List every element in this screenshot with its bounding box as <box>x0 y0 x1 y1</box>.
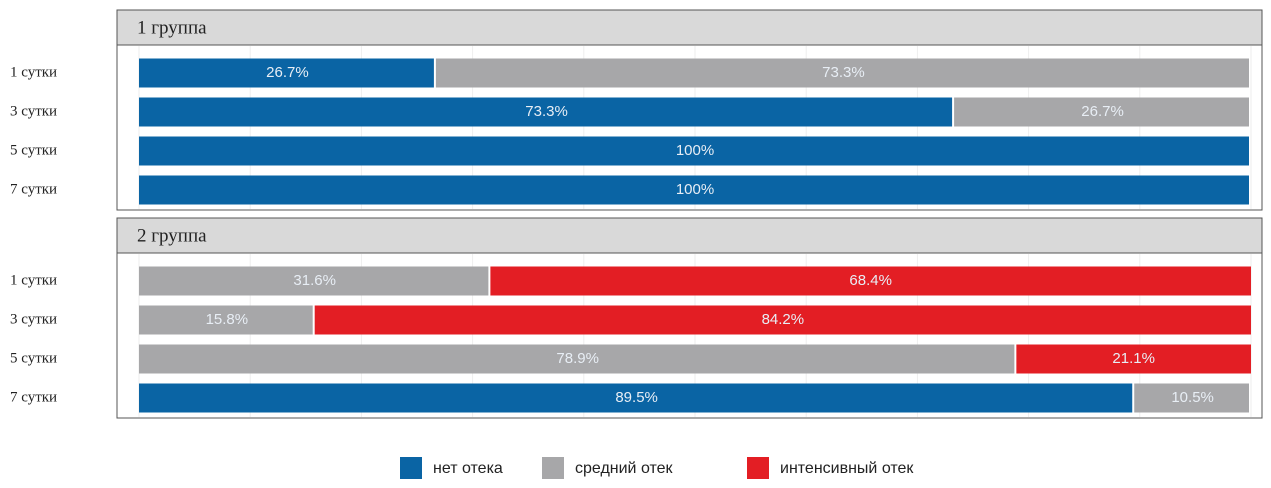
bar-segment <box>139 383 1133 413</box>
value-label: 73.3% <box>525 103 568 120</box>
category-label: 3 сутки <box>10 103 57 119</box>
category-label: 7 сутки <box>10 389 57 405</box>
legend-swatch <box>542 457 564 479</box>
value-label: 26.7% <box>266 64 309 81</box>
value-label: 21.1% <box>1112 350 1155 367</box>
value-label: 15.8% <box>206 311 249 328</box>
bar-segment <box>1016 344 1251 374</box>
bar-segment <box>139 97 953 127</box>
category-label: 5 сутки <box>10 350 57 366</box>
value-label: 100% <box>676 181 714 198</box>
legend-swatch <box>400 457 422 479</box>
category-label: 1 сутки <box>10 64 57 80</box>
value-label: 89.5% <box>615 389 658 406</box>
legend-label: средний отек <box>575 460 674 477</box>
bar-segment <box>435 58 1249 88</box>
legend-swatch <box>747 457 769 479</box>
value-label: 78.9% <box>556 350 599 367</box>
bar-segment <box>139 175 1249 205</box>
bar-segment <box>314 305 1251 335</box>
value-label: 68.4% <box>849 272 892 289</box>
category-label: 3 сутки <box>10 311 57 327</box>
facet-title: 1 группа <box>137 17 207 38</box>
bar-segment <box>1134 383 1249 413</box>
category-label: 5 сутки <box>10 142 57 158</box>
value-label: 73.3% <box>822 64 865 81</box>
bar-segment <box>139 136 1249 166</box>
bar-segment <box>139 58 434 88</box>
value-label: 100% <box>676 142 714 159</box>
facet-header <box>116 9 1263 46</box>
bar-segment <box>139 266 489 296</box>
facet-header <box>116 217 1263 254</box>
facet-title: 2 группа <box>137 225 207 246</box>
bar-segment <box>490 266 1252 296</box>
value-label: 10.5% <box>1171 389 1214 406</box>
legend-label: интенсивный отек <box>780 460 914 477</box>
value-label: 84.2% <box>762 311 805 328</box>
legend-label: нет отека <box>433 460 503 477</box>
bar-segment <box>139 305 313 335</box>
bar-segment <box>139 344 1015 374</box>
category-label: 1 сутки <box>10 272 57 288</box>
category-label: 7 сутки <box>10 181 57 197</box>
bar-segment <box>954 97 1249 127</box>
value-label: 31.6% <box>293 272 336 289</box>
value-label: 26.7% <box>1081 103 1124 120</box>
